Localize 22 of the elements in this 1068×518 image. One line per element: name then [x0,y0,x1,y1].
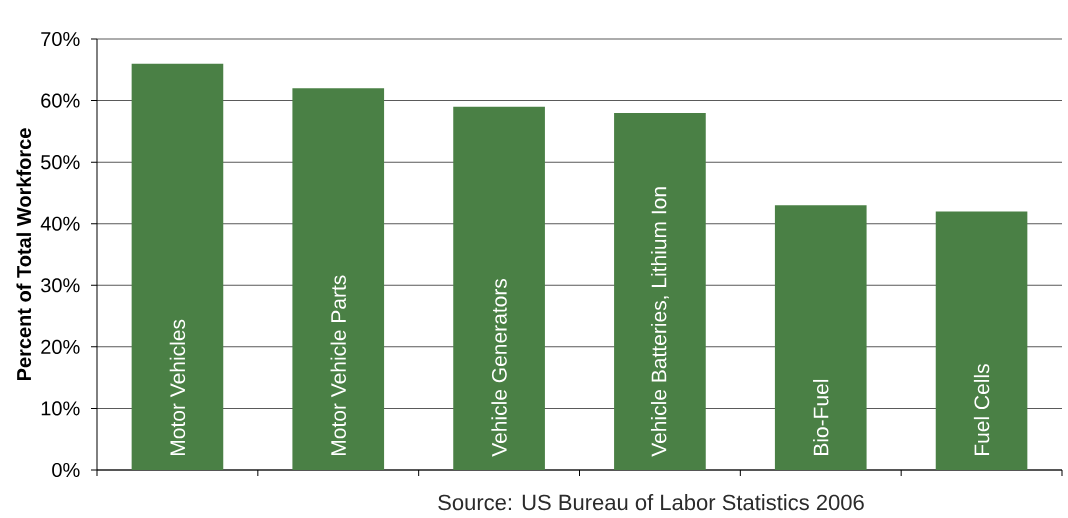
x-tick-label: Motor Vehicles [169,319,186,456]
y-tick-label: 0% [52,462,80,478]
x-tick-label: Vehicle Batteries, Lithium Ion [650,187,669,457]
y-axis-title: Percent of Total Workforce [16,128,32,381]
y-tick-label: 60% [41,93,80,108]
y-tick-label: 10% [41,401,80,416]
x-tick-label: Bio-Fuel [813,379,829,456]
y-tick-label: 20% [41,339,80,354]
y-tick-label: 50% [41,155,80,170]
y-tick-label: 70% [41,31,80,47]
bar [131,63,224,470]
bar [292,88,385,470]
x-tick-label: Fuel Cells [973,364,990,456]
bar [453,106,545,470]
y-tick-label: 40% [40,216,80,231]
y-tick-label: 30% [41,278,80,293]
x-tick-label: Motor Vehicle Parts [330,275,346,456]
x-tick-label: Vehicle Generators [491,278,507,457]
bar [614,112,706,470]
bar [935,211,1028,470]
bar [774,205,867,470]
source-note: Source: US Bureau of Labor Statistics 2006 [438,494,864,511]
